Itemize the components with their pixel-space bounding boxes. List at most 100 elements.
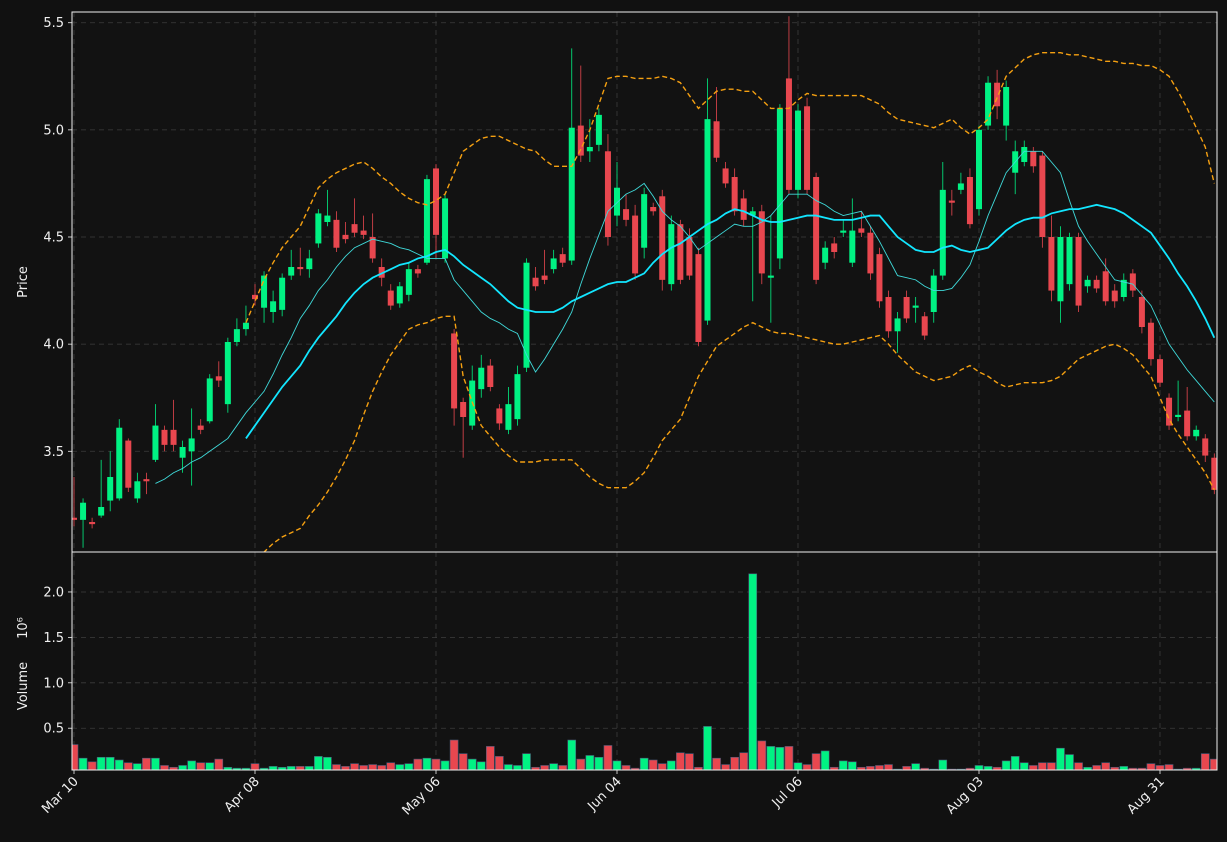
- volume-bar: [323, 756, 332, 770]
- candle-body: [297, 267, 304, 270]
- volume-bar: [277, 766, 287, 770]
- candle-body: [586, 147, 593, 152]
- candle-body: [876, 254, 883, 302]
- candle-body: [1057, 237, 1064, 302]
- candle-body: [822, 247, 829, 263]
- candle-body: [1175, 414, 1182, 417]
- candle-body: [1048, 237, 1055, 291]
- candle-body: [72, 517, 77, 520]
- volume-bar: [1110, 766, 1120, 770]
- volume-bar: [133, 763, 142, 770]
- volume-bar: [178, 765, 187, 770]
- volume-bar: [657, 763, 667, 770]
- volume-bar: [404, 763, 414, 770]
- candle-body: [858, 228, 865, 233]
- y-tick-label: 5.5: [43, 16, 64, 31]
- candle-body: [1039, 155, 1046, 237]
- volume-bar: [983, 766, 993, 770]
- volume-bar: [1101, 762, 1110, 770]
- volume-bar: [784, 746, 794, 770]
- volume-bar: [1164, 764, 1174, 770]
- y-tick-label: 1.0: [43, 676, 64, 691]
- volume-bar: [938, 759, 948, 770]
- volume-bar: [585, 755, 595, 770]
- candle-body: [215, 376, 222, 381]
- candle-body: [550, 258, 557, 270]
- volume-bar: [648, 759, 658, 770]
- volume-bar: [857, 766, 866, 770]
- volume-bar: [829, 766, 839, 770]
- candle-body: [333, 219, 340, 248]
- candle-body: [1021, 147, 1028, 162]
- volume-bar: [902, 766, 911, 770]
- candle-body: [1211, 457, 1217, 490]
- candle-body: [831, 243, 838, 252]
- candle-body: [939, 189, 946, 276]
- volume-bar: [766, 746, 776, 770]
- candle-body: [1202, 438, 1209, 456]
- volume-bar: [1010, 756, 1020, 770]
- volume-bar: [476, 761, 486, 770]
- candle-body: [242, 322, 249, 330]
- volume-bar: [603, 745, 613, 770]
- candle-body: [279, 277, 286, 310]
- volume-bar: [847, 761, 857, 770]
- candle-body: [595, 114, 602, 145]
- volume-bar: [232, 767, 242, 770]
- volume-panel: [72, 552, 1217, 770]
- candle-body: [604, 151, 611, 237]
- volume-bar: [730, 756, 739, 770]
- candle-body: [423, 179, 430, 263]
- volume-bar: [78, 757, 88, 770]
- volume-bar: [757, 740, 767, 770]
- candle-body: [478, 367, 485, 390]
- volume-bar: [1065, 754, 1074, 770]
- volume-bar: [1155, 765, 1165, 770]
- candle-body: [288, 267, 295, 276]
- volume-scale-label: 10⁶: [16, 617, 31, 639]
- candle-body: [804, 106, 811, 190]
- volume-bar: [992, 766, 1002, 770]
- candle-body: [849, 230, 856, 263]
- volume-bar: [485, 746, 495, 770]
- volume-bar: [458, 753, 468, 770]
- candle-body: [1120, 279, 1127, 297]
- candle-body: [342, 234, 349, 240]
- candle-body: [659, 196, 666, 280]
- candle-body: [740, 198, 747, 220]
- candle-body: [623, 209, 630, 220]
- candle-body: [976, 129, 982, 210]
- candle-body: [487, 365, 494, 387]
- volume-bar: [142, 757, 151, 770]
- candle-body: [261, 275, 268, 308]
- volume-bar: [359, 765, 368, 770]
- volume-bar: [250, 763, 260, 770]
- volume-bar: [884, 764, 893, 770]
- volume-bar: [504, 764, 513, 770]
- volume-bar: [594, 756, 604, 770]
- volume-bar: [666, 760, 676, 770]
- volume-bar: [1019, 762, 1029, 770]
- volume-bar: [495, 756, 504, 770]
- volume-bar: [1038, 762, 1047, 770]
- volume-bar: [1001, 760, 1011, 770]
- volume-bar: [350, 763, 359, 770]
- y-tick-label: 4.5: [43, 231, 64, 246]
- candle-body: [523, 262, 530, 368]
- volume-bar: [386, 762, 396, 770]
- candle-body: [532, 277, 539, 287]
- volume-bar: [467, 758, 477, 770]
- candle-body: [1138, 297, 1145, 327]
- candle-body: [369, 237, 376, 259]
- volume-bar: [422, 757, 432, 770]
- volume-bar: [540, 765, 549, 770]
- candle-body: [894, 318, 901, 332]
- volume-bar: [1056, 747, 1065, 770]
- candle-body: [496, 408, 503, 424]
- candle-body: [713, 121, 720, 158]
- volume-bar: [685, 753, 694, 770]
- volume-bar: [332, 764, 341, 770]
- candle-body: [315, 213, 322, 244]
- volume-bar: [169, 766, 178, 770]
